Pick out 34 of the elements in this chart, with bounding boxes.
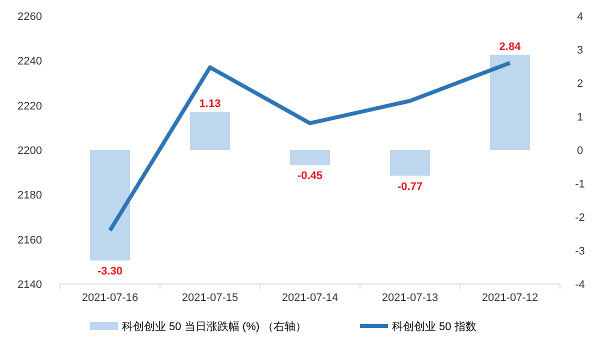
data-label: -0.45 [297,170,323,182]
x-tick-label: 2021-07-13 [382,292,438,304]
y2-tick-label: 2 [576,78,584,90]
y2-tick-label: 3 [576,44,584,56]
y2-tick-label: -1 [575,178,585,190]
y-tick-label: 2220 [18,100,42,112]
data-label: -3.30 [97,266,123,278]
x-tick-label: 2021-07-14 [282,292,338,304]
y2-tick-label: -4 [575,279,585,291]
bar [290,150,330,166]
y2-tick-label: 1 [576,112,584,124]
y2-tick-label: 0 [576,145,584,157]
x-tick-label: 2021-07-16 [82,292,138,304]
x-tick-label: 2021-07-12 [482,292,538,304]
y-tick-label: 2260 [18,11,42,23]
bar [490,54,530,150]
legend-label: 科创创业 50 当日涨跌幅 (%) （右轴） [122,320,307,333]
y-tick-label: 2140 [18,279,42,291]
line-series [108,60,512,232]
bar [90,150,130,261]
y-tick-label: 2180 [18,190,42,202]
y-tick-label: 2240 [18,56,42,68]
y2-tick-label: 4 [576,11,584,23]
y2-tick-label: -2 [575,212,585,224]
y-tick-label: 2160 [18,234,42,246]
data-label: 1.13 [199,98,221,110]
y-tick-label: 2200 [18,145,42,157]
data-label: -0.77 [397,180,423,193]
data-label: 2.84 [499,40,522,53]
bar [190,112,230,150]
y2-tick-label: -3 [575,246,585,258]
x-tick-label: 2021-07-15 [182,292,238,304]
bar [390,150,430,176]
legend-label: 科创创业 50 指数 [392,320,476,333]
